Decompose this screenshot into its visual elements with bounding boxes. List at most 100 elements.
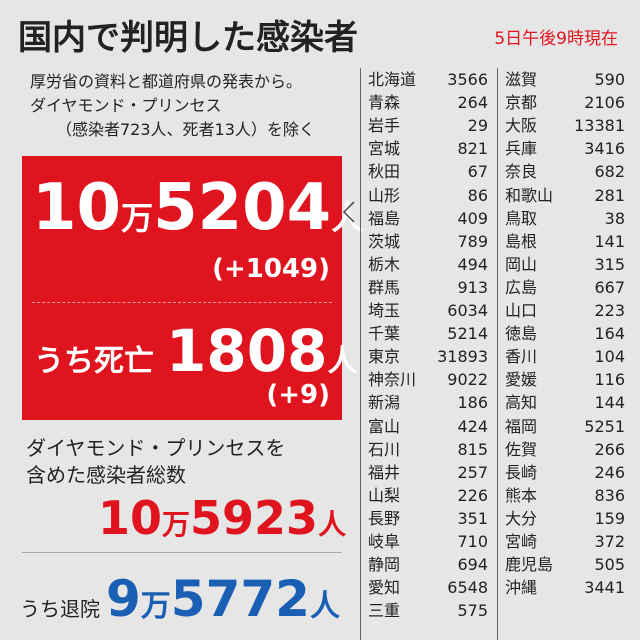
- prefecture-count: 281: [594, 185, 625, 205]
- prefecture-count: 372: [594, 532, 625, 551]
- prefecture-count: 257: [457, 462, 488, 482]
- prefecture-name: 福岡: [505, 416, 538, 436]
- prefecture-count: 116: [594, 370, 625, 390]
- prefecture-count: 351: [457, 508, 488, 528]
- prefecture-count: 6034: [447, 301, 488, 320]
- prefecture-name: 長野: [368, 508, 401, 528]
- prefecture-name: 沖縄: [505, 578, 538, 598]
- prefecture-count: 710: [457, 532, 488, 551]
- prefecture-name: 長崎: [505, 462, 538, 482]
- prefecture-count: 104: [594, 347, 625, 367]
- prefecture-count: 505: [594, 555, 625, 575]
- prefecture-count: 575: [457, 601, 488, 621]
- unit: 万: [162, 508, 191, 541]
- prefecture-name: 滋賀: [505, 70, 538, 89]
- prefecture-count: 186: [457, 393, 488, 413]
- note-line: （感染者723人、死者13人）を除く: [56, 120, 315, 139]
- prefecture-count: 3416: [584, 139, 625, 159]
- prefecture-name: 神奈川: [368, 370, 417, 390]
- prefecture-count: 86: [467, 185, 488, 205]
- prefecture-row: 三重 575: [368, 599, 488, 622]
- number: 10: [32, 171, 122, 245]
- prefecture-name: 宮崎: [505, 532, 538, 551]
- prefecture-row: 京都 2106: [505, 91, 625, 114]
- prefecture-name: 三重: [368, 601, 401, 621]
- prefecture-name: 埼玉: [368, 301, 401, 320]
- prefecture-row: 新潟 186: [368, 391, 488, 414]
- label: うち退院: [20, 597, 100, 621]
- prefecture-name: 石川: [368, 439, 401, 459]
- prefecture-count: 590: [594, 70, 625, 89]
- prefecture-name: 熊本: [505, 485, 538, 505]
- prefecture-name: 鳥取: [505, 208, 538, 228]
- prefecture-name: 大分: [505, 508, 538, 528]
- prefecture-count: 9022: [447, 370, 488, 390]
- prefecture-row: 山梨 226: [368, 484, 488, 507]
- prefecture-name: 岐阜: [368, 532, 401, 551]
- number: 5204: [153, 171, 332, 245]
- prefecture-name: 岡山: [505, 254, 538, 274]
- prefecture-count: 67: [467, 162, 488, 182]
- unit: 人: [331, 199, 364, 237]
- prefecture-count: 694: [457, 555, 488, 575]
- prefecture-name: 広島: [505, 277, 538, 297]
- prefecture-count: 3566: [447, 70, 488, 89]
- prefecture-row: 福岡 5251: [505, 415, 625, 438]
- unit: 人: [309, 589, 340, 624]
- prefecture-count: 913: [457, 277, 488, 297]
- prefecture-count: 836: [594, 485, 625, 505]
- prefecture-row: 埼玉 6034: [368, 299, 488, 322]
- prefecture-count: 409: [457, 208, 488, 228]
- prefecture-count: 667: [594, 277, 625, 297]
- prefecture-name: 千葉: [368, 324, 401, 344]
- prefecture-row: 宮城 821: [368, 137, 488, 160]
- prefecture-row: 青森 264: [368, 91, 488, 114]
- prefecture-row: 千葉 5214: [368, 322, 488, 345]
- column-rule: [497, 68, 498, 640]
- prefecture-row: 佐賀 266: [505, 438, 625, 461]
- prefecture-name: 徳島: [505, 324, 538, 344]
- prefecture-count: 13381: [574, 116, 625, 136]
- prefecture-name: 山梨: [368, 485, 401, 505]
- prefecture-row: 香川 104: [505, 345, 625, 368]
- incl-label: 含めた感染者総数: [26, 463, 186, 487]
- prefecture-name: 静岡: [368, 555, 401, 575]
- incl-total: 10万5923人: [98, 490, 346, 557]
- prefecture-name: 秋田: [368, 162, 401, 182]
- prefecture-count: 164: [594, 324, 625, 344]
- prefecture-count: 789: [457, 231, 488, 251]
- prefecture-count: 494: [457, 254, 488, 274]
- prefecture-row: 富山 424: [368, 415, 488, 438]
- prefecture-name: 福島: [368, 208, 401, 228]
- note-line: ダイヤモンド・プリンセス: [30, 96, 222, 115]
- prefecture-name: 茨城: [368, 231, 401, 251]
- label: うち死亡: [34, 344, 154, 379]
- prefecture-name: 高知: [505, 393, 538, 413]
- number: 5772: [170, 570, 310, 628]
- prefecture-name: 奈良: [505, 162, 538, 182]
- prefecture-row: 岩手 29: [368, 114, 488, 137]
- prefecture-name: 兵庫: [505, 139, 538, 159]
- prefecture-row: 大分 159: [505, 507, 625, 530]
- timestamp: 5日午後9時現在: [494, 29, 618, 49]
- deaths: うち死亡 1808人: [34, 316, 357, 401]
- prefecture-row: 鹿児島 505: [505, 553, 625, 576]
- unit: 人: [318, 508, 347, 541]
- prefecture-name: 香川: [505, 347, 538, 367]
- prefecture-count: 5251: [584, 416, 625, 436]
- prefecture-name: 宮城: [368, 139, 401, 159]
- prefecture-name: 青森: [368, 93, 401, 113]
- prefecture-name: 北海道: [368, 70, 417, 89]
- prefecture-row: 福島 409: [368, 207, 488, 230]
- prefecture-count: 315: [594, 254, 625, 274]
- prefecture-name: 鹿児島: [505, 555, 554, 575]
- number: 10: [98, 491, 163, 545]
- prefecture-count: 29: [467, 116, 488, 136]
- prefecture-name: 京都: [505, 93, 538, 113]
- incl-label: ダイヤモンド・プリンセスを: [26, 436, 286, 460]
- divider: [22, 552, 342, 553]
- prefecture-count: 31893: [437, 347, 488, 367]
- prefecture-count: 223: [594, 301, 625, 320]
- prefecture-row: 岡山 315: [505, 253, 625, 276]
